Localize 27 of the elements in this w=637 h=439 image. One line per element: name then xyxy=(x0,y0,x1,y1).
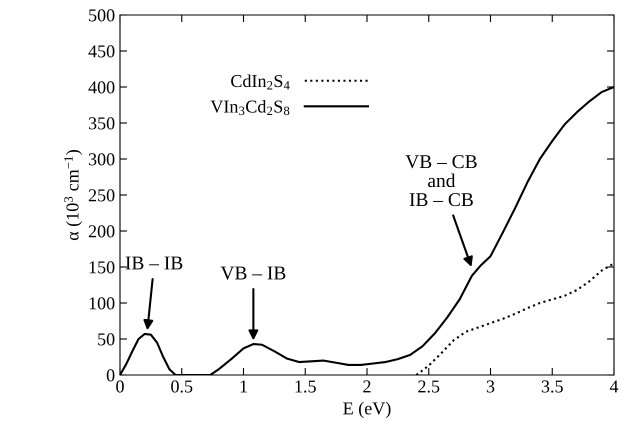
legend-label: CdIn$_{2}$S$_{4}$ xyxy=(231,74,290,90)
y-tick-label: 50 xyxy=(98,333,114,346)
y-tick-label: 350 xyxy=(88,117,114,130)
y-tick-label: 250 xyxy=(88,189,114,202)
x-axis-title: E (eV) xyxy=(343,402,391,418)
x-tick-label: 4 xyxy=(610,380,618,392)
x-tick-label: 2.5 xyxy=(418,380,440,393)
y-tick-label: 150 xyxy=(90,261,114,274)
x-tick-label: 0.5 xyxy=(171,380,192,393)
y-tick-label: 450 xyxy=(88,45,114,58)
y-tick-label: 100 xyxy=(90,297,114,310)
y-axis-title: α (10$^{3}$ cm$^{−1}$) xyxy=(64,150,82,240)
y-tick-label: 200 xyxy=(88,225,114,238)
legend-label: VIn$_{3}$Cd$_{2}$S$_{8}$ xyxy=(210,100,290,116)
y-tick-label: 0 xyxy=(106,369,114,382)
y-tick-label: 400 xyxy=(88,81,114,94)
x-tick-label: 3 xyxy=(486,380,494,393)
x-tick-label: 0 xyxy=(116,380,124,393)
annotation: VB – IB xyxy=(220,266,286,280)
y-tick-label: 300 xyxy=(88,153,114,166)
annotation: VB – CB and IB – CB xyxy=(405,155,477,206)
x-tick-label: 1 xyxy=(240,380,247,392)
y-tick-label: 500 xyxy=(89,9,114,22)
x-tick-label: 2 xyxy=(363,380,371,392)
x-tick-label: 3.5 xyxy=(542,380,563,393)
x-tick-label: 1.5 xyxy=(296,380,316,393)
annotation: IB – IB xyxy=(126,256,182,270)
